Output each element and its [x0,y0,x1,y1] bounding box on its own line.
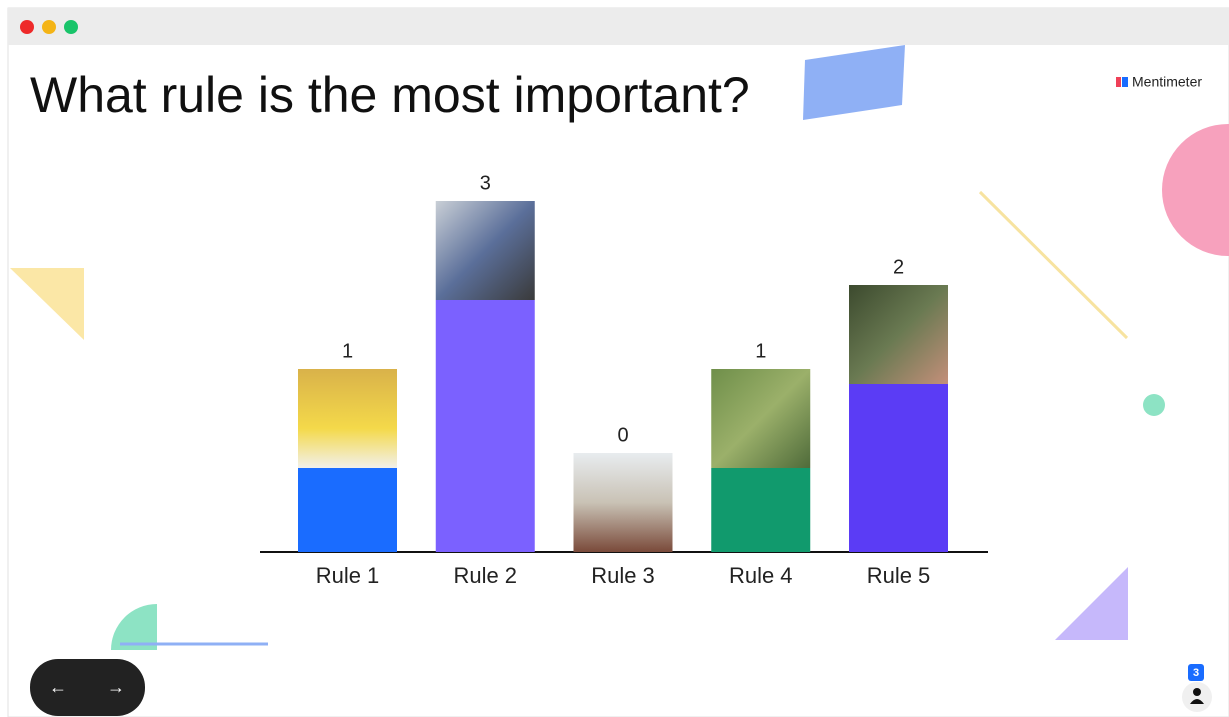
bar-image [573,453,673,552]
decor-quarter [111,604,157,650]
decor-shape [803,45,905,120]
participant-icon-head [1193,688,1201,696]
category-label: Rule 4 [729,563,793,588]
bar [298,468,397,552]
prev-button[interactable]: ← [49,677,67,697]
close-dot[interactable] [20,20,34,34]
value-label: 1 [342,340,353,362]
decor-triangle [1055,567,1128,640]
slide-title: What rule is the most important? [30,67,750,123]
decor-line [978,190,1129,340]
category-label: Rule 1 [316,563,380,588]
brand-logo [1122,77,1128,87]
bar [711,468,811,552]
bar-image [298,369,397,468]
brand-name: Mentimeter [1132,74,1202,90]
browser-bar [8,8,1229,45]
decor-circle [1162,124,1229,256]
window [7,7,1229,717]
minimize-dot[interactable] [42,20,56,34]
bar-image [849,285,948,384]
value-label: 2 [893,256,904,278]
bar [849,384,948,552]
category-label: Rule 3 [591,563,655,588]
participant-count: 3 [1193,667,1199,679]
value-label: 1 [755,340,766,362]
participant-badge [1188,664,1204,681]
brand-logo [1116,77,1121,87]
decor-dot [1143,394,1165,416]
bars: 1 Rule 1 3 Rule 2 0 Rule 3 1 Rule 4 2 Rule 5 [298,172,948,588]
decor-triangle [10,268,84,340]
bar-image [435,201,535,300]
participant-icon[interactable] [1182,682,1212,712]
maximize-dot[interactable] [64,20,78,34]
bar [435,300,535,552]
value-label: 0 [617,424,628,446]
next-button[interactable]: → [107,677,125,697]
category-label: Rule 5 [867,563,931,588]
bar-image [711,369,811,468]
category-label: Rule 2 [453,563,517,588]
nav-pill [30,659,145,716]
value-label: 3 [480,172,491,194]
participant-icon-body [1190,699,1204,704]
